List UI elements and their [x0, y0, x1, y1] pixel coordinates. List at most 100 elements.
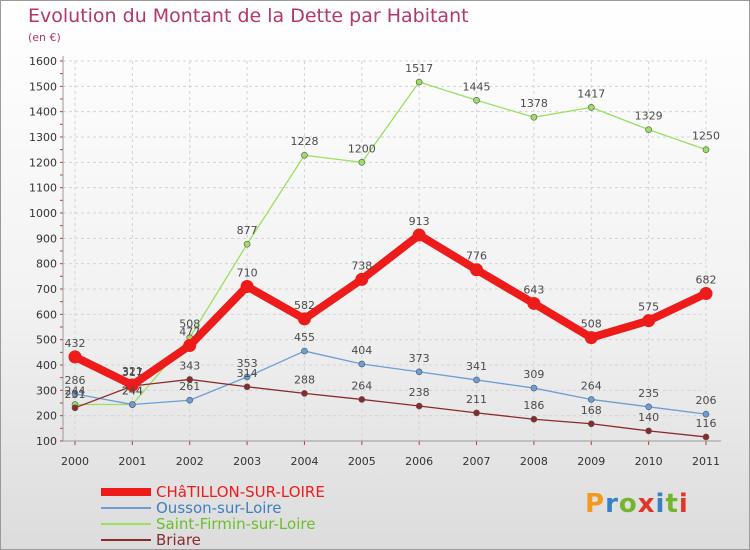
data-point: [473, 409, 480, 417]
data-label: 682: [696, 274, 717, 287]
data-point: [473, 96, 480, 104]
data-point: [587, 396, 595, 403]
data-point: [530, 113, 538, 121]
x-tick-label: 2006: [405, 455, 433, 468]
data-point: [243, 383, 251, 391]
data-point: [355, 272, 369, 286]
data-label: 477: [179, 325, 200, 338]
data-point: [530, 384, 538, 392]
data-label: 321: [122, 365, 143, 378]
data-point: [584, 331, 598, 345]
data-label: 1445: [463, 80, 491, 93]
x-tick-label: 2008: [520, 455, 548, 468]
data-label: 211: [466, 393, 487, 406]
data-label: 116: [696, 417, 717, 430]
data-label: 373: [409, 352, 430, 365]
data-label: 168: [581, 404, 602, 417]
data-label: 1228: [290, 135, 318, 148]
data-label: 288: [294, 373, 315, 386]
series-line-3: [74, 378, 707, 438]
data-label: 140: [638, 411, 659, 424]
legend: CHâTILLON-SUR-LOIRE Ousson-sur-Loire Saint…: [101, 483, 421, 549]
legend-swatch: [101, 523, 151, 525]
data-label: 1517: [405, 62, 433, 75]
data-label: 508: [581, 318, 602, 331]
y-tick-label: 200: [36, 410, 57, 423]
y-tick-label: 400: [36, 359, 57, 372]
y-tick-label: 1100: [29, 182, 57, 195]
y-tick-label: 1200: [29, 156, 57, 169]
data-label: 1250: [692, 130, 720, 143]
y-tick-label: 1000: [29, 207, 57, 220]
data-point: [642, 314, 656, 328]
data-label: 643: [523, 283, 544, 296]
legend-item: Saint-Firmin-sur-Loire: [101, 515, 421, 533]
legend-label: Briare: [156, 531, 201, 549]
logo-letter: o: [618, 489, 638, 519]
logo-letter: i: [655, 489, 666, 519]
x-tick-label: 2009: [577, 455, 605, 468]
data-label: 231: [65, 388, 86, 401]
y-tick-label: 900: [36, 232, 57, 245]
data-label: 317: [122, 366, 143, 379]
unit-label: (en €): [28, 31, 61, 44]
data-point: [71, 404, 79, 412]
data-point: [301, 347, 308, 355]
data-point: [71, 390, 79, 398]
data-point: [186, 376, 194, 383]
data-point: [645, 427, 652, 435]
data-point: [415, 78, 423, 86]
data-label: 1417: [577, 87, 605, 100]
data-point: [415, 368, 423, 376]
data-point: [186, 396, 194, 404]
data-point: [125, 378, 139, 392]
data-label: 286: [65, 374, 86, 387]
y-tick-label: 1400: [29, 106, 57, 119]
data-label: 404: [351, 344, 372, 357]
legend-swatch: [101, 539, 151, 541]
data-point: [183, 338, 197, 352]
data-label: 186: [523, 399, 544, 412]
data-point: [243, 240, 251, 248]
logo-letter: P: [585, 489, 606, 519]
data-label: 432: [65, 337, 86, 350]
data-point: [645, 403, 652, 411]
data-point: [470, 263, 484, 277]
series-line-0: [73, 231, 708, 390]
y-tick-label: 1500: [29, 80, 57, 93]
grid: [63, 60, 707, 442]
series-group: [68, 78, 713, 441]
legend-item: Ousson-sur-Loire: [101, 499, 421, 517]
series-line-1: [74, 350, 707, 415]
legend-item: CHâTILLON-SUR-LOIRE: [101, 483, 421, 501]
data-label: 1200: [348, 142, 376, 155]
y-tick-label: 800: [36, 258, 57, 271]
data-label: 341: [466, 360, 487, 373]
data-point: [527, 296, 541, 310]
data-label: 343: [179, 359, 200, 372]
data-point: [699, 287, 713, 301]
logo-letter: x: [637, 489, 656, 519]
data-point: [358, 360, 366, 368]
y-tick-label: 500: [36, 334, 57, 347]
data-point: [301, 390, 308, 397]
data-label: 264: [581, 379, 602, 392]
data-point: [702, 146, 710, 153]
data-label: 353: [237, 357, 258, 370]
legend-swatch: [101, 488, 151, 496]
x-tick-label: 2003: [233, 455, 261, 468]
data-label: 314: [237, 367, 258, 380]
data-label: 261: [179, 380, 200, 393]
data-label: 244: [122, 385, 143, 398]
data-point: [645, 126, 652, 133]
data-label: 508: [179, 318, 200, 331]
data-point: [358, 396, 366, 403]
data-label: 455: [294, 331, 315, 344]
data-point: [702, 433, 710, 441]
data-label: 244: [122, 385, 143, 398]
y-tick-label: 300: [36, 384, 57, 397]
y-tick-label: 700: [36, 283, 57, 296]
x-tick-label: 2001: [118, 455, 146, 468]
